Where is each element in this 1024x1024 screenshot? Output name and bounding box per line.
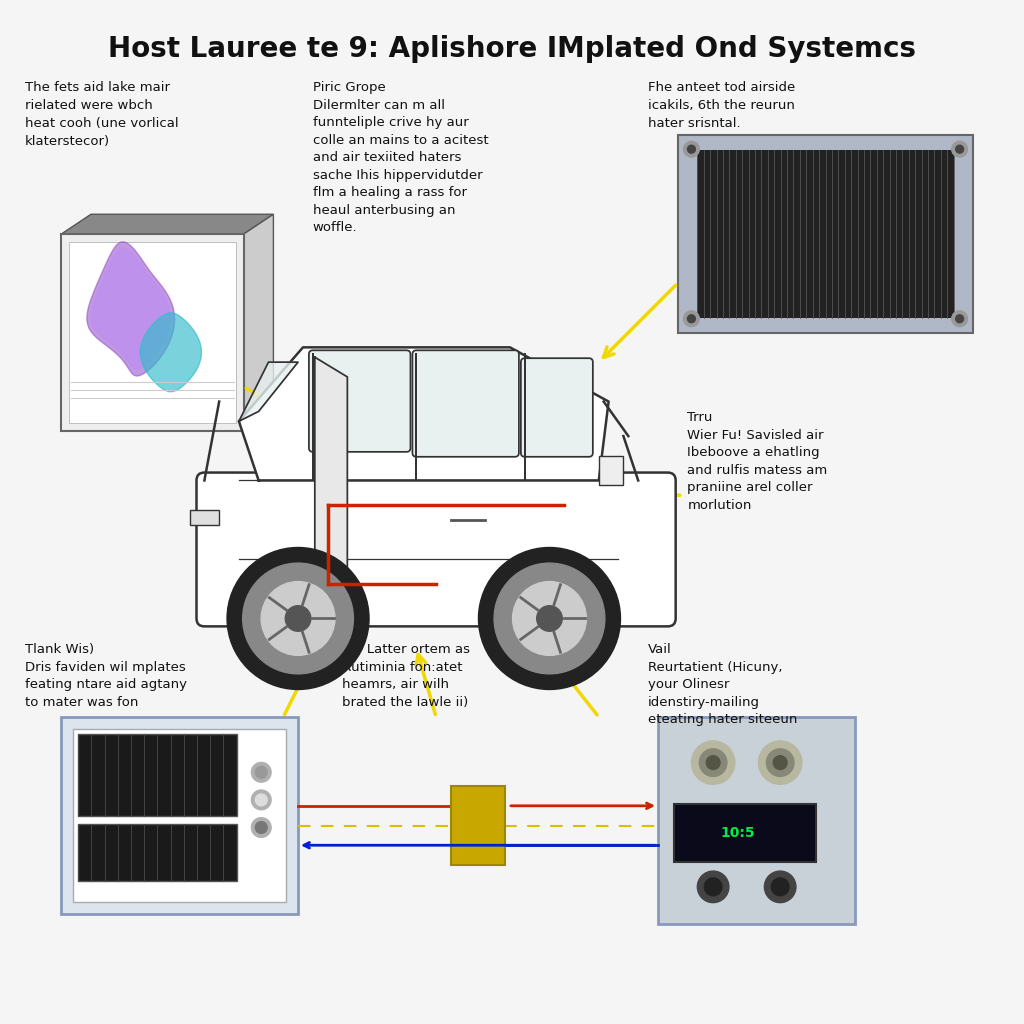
Text: Piric Grope
Dilermlter can m all
funnteliple crive hy aur
colle an mains to a ac: Piric Grope Dilermlter can m all funntel…: [313, 81, 488, 234]
Polygon shape: [244, 214, 273, 431]
Circle shape: [773, 756, 787, 769]
Circle shape: [955, 314, 964, 323]
Bar: [678, 135, 974, 333]
Circle shape: [252, 763, 271, 782]
Circle shape: [705, 878, 722, 896]
Text: 10:5: 10:5: [720, 826, 755, 840]
Circle shape: [699, 749, 727, 776]
Text: The fets aid lake mair
rielated were wbch
heat cooh (une vorlical
klaterstecor): The fets aid lake mair rielated were wbc…: [25, 81, 178, 148]
Circle shape: [684, 311, 699, 327]
Bar: [70, 242, 236, 423]
Circle shape: [513, 582, 587, 655]
Circle shape: [227, 548, 369, 689]
FancyBboxPatch shape: [309, 350, 411, 452]
Circle shape: [495, 563, 605, 674]
Circle shape: [951, 311, 968, 327]
Circle shape: [537, 606, 562, 631]
Circle shape: [771, 878, 790, 896]
Bar: [189, 510, 219, 525]
Circle shape: [707, 756, 720, 769]
Circle shape: [261, 582, 335, 655]
Text: Vail
Reurtatient (Hicuny,
your Olinesr
idenstiry-mailing
eteating hater siteeun: Vail Reurtatient (Hicuny, your Olinesr i…: [648, 643, 798, 726]
Polygon shape: [61, 412, 273, 431]
Text: Tlank Wis)
Dris faviden wil mplates
feating ntare aid agtany
to mater was fon: Tlank Wis) Dris faviden wil mplates feat…: [25, 643, 187, 709]
Bar: [674, 804, 816, 862]
Bar: [657, 717, 855, 924]
Text: For Latter ortem as
Autiminia fon:atet
heamrs, air wilh
brated the lawle ii): For Latter ortem as Autiminia fon:atet h…: [342, 643, 470, 709]
Circle shape: [951, 141, 968, 157]
Circle shape: [286, 606, 311, 631]
Circle shape: [243, 563, 353, 674]
Polygon shape: [87, 242, 175, 376]
Bar: [74, 729, 287, 902]
Circle shape: [766, 749, 794, 776]
Polygon shape: [140, 313, 202, 392]
Circle shape: [252, 817, 271, 838]
Text: Host Lauree te 9: Aplishore IMplated Ond Systemcs: Host Lauree te 9: Aplishore IMplated Ond…: [108, 35, 916, 62]
Circle shape: [255, 821, 267, 834]
Circle shape: [687, 145, 695, 154]
Circle shape: [691, 741, 735, 784]
Bar: [61, 717, 298, 914]
Text: Trru
Wier Fu! Savisled air
Ibeboove a ehatling
and rulfis matess am
praniine are: Trru Wier Fu! Savisled air Ibeboove a eh…: [687, 412, 827, 512]
Circle shape: [478, 548, 621, 689]
Circle shape: [252, 791, 271, 810]
Bar: [451, 786, 505, 865]
Bar: [61, 233, 244, 431]
Bar: [599, 456, 624, 485]
Circle shape: [684, 141, 699, 157]
Circle shape: [255, 794, 267, 806]
Circle shape: [759, 741, 802, 784]
FancyBboxPatch shape: [413, 350, 519, 457]
FancyBboxPatch shape: [521, 358, 593, 457]
Polygon shape: [314, 357, 347, 574]
Circle shape: [955, 145, 964, 154]
Polygon shape: [61, 214, 273, 233]
Polygon shape: [239, 362, 298, 421]
Bar: [78, 823, 237, 881]
FancyBboxPatch shape: [197, 472, 676, 627]
Circle shape: [687, 314, 695, 323]
Text: Fhe anteet tod airside
icakils, 6th the reurun
hater srisntal.: Fhe anteet tod airside icakils, 6th the …: [648, 81, 796, 130]
Bar: [697, 151, 953, 317]
Circle shape: [255, 766, 267, 778]
Polygon shape: [91, 249, 170, 370]
Polygon shape: [239, 347, 608, 480]
Circle shape: [764, 871, 796, 902]
Circle shape: [697, 871, 729, 902]
Bar: [78, 734, 237, 816]
